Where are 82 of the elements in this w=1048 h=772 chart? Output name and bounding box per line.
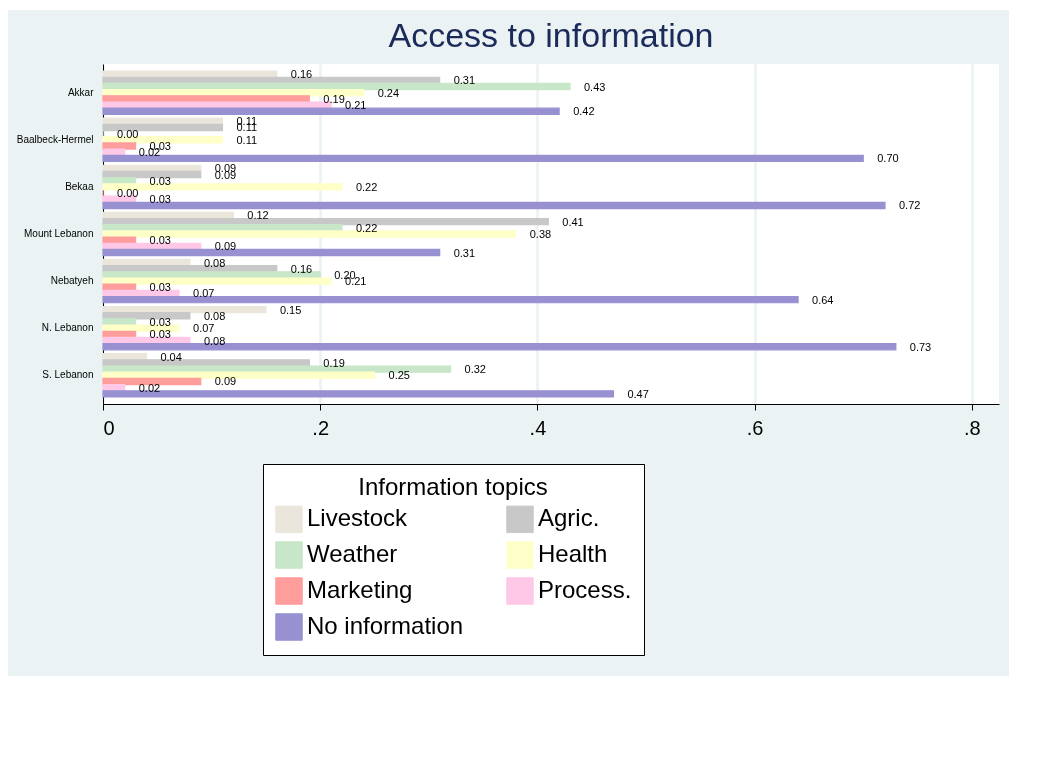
data-label: 0.03 bbox=[149, 193, 171, 206]
legend-label: No information bbox=[307, 612, 464, 639]
data-label: 0.19 bbox=[323, 356, 345, 369]
legend-label: Process. bbox=[538, 576, 632, 603]
data-label: 0.02 bbox=[138, 381, 161, 394]
bar bbox=[102, 154, 864, 163]
x-tick-label: .8 bbox=[964, 416, 981, 439]
legend-label: Marketing bbox=[307, 576, 413, 603]
data-label: 0.09 bbox=[214, 375, 237, 388]
legend-title: Information topics bbox=[358, 473, 548, 500]
data-label: 0.22 bbox=[355, 221, 378, 234]
data-label: 0.03 bbox=[149, 174, 171, 187]
data-label: 0.08 bbox=[203, 334, 226, 347]
data-label: 0.15 bbox=[279, 303, 302, 316]
data-label: 0.43 bbox=[584, 80, 606, 93]
bar bbox=[102, 107, 560, 115]
data-label: 0.07 bbox=[193, 322, 215, 335]
data-label: 0.47 bbox=[627, 387, 649, 400]
data-label: 0.42 bbox=[573, 105, 595, 118]
data-label: 0.00 bbox=[117, 187, 139, 200]
data-label: 0.64 bbox=[812, 293, 834, 306]
data-label: 0.11 bbox=[236, 133, 258, 146]
bar bbox=[102, 70, 278, 78]
data-label: 0.38 bbox=[529, 228, 552, 240]
data-label: 0.32 bbox=[464, 363, 486, 376]
y-tick-label: Mount Lebanon bbox=[23, 228, 94, 239]
bar bbox=[102, 377, 202, 386]
bar bbox=[102, 390, 615, 398]
data-label: 0.04 bbox=[160, 350, 182, 363]
y-tick-label: Nebatyeh bbox=[50, 275, 94, 287]
data-label: 0.09 bbox=[214, 240, 237, 253]
legend-label: Weather bbox=[307, 540, 398, 567]
bar bbox=[102, 230, 517, 238]
x-tick-label: 0 bbox=[103, 416, 115, 439]
bar bbox=[102, 248, 441, 257]
data-label: 0.00 bbox=[117, 127, 139, 140]
bar bbox=[102, 183, 343, 191]
bar bbox=[102, 142, 137, 150]
data-label: 0.72 bbox=[898, 199, 921, 212]
bar bbox=[102, 312, 191, 320]
legend-label: Agric. bbox=[538, 504, 600, 532]
data-label: 0.41 bbox=[562, 215, 584, 228]
bar bbox=[102, 148, 126, 156]
y-tick-label: Akkar bbox=[67, 86, 95, 98]
y-tick-label: N. Lebanon bbox=[41, 322, 94, 334]
y-tick-label: S. Lebanon bbox=[42, 369, 94, 381]
x-tick-label: .4 bbox=[529, 416, 547, 439]
data-label: 0.12 bbox=[247, 209, 269, 222]
data-label: 0.03 bbox=[149, 281, 171, 294]
data-label: 0.22 bbox=[355, 180, 378, 193]
bar bbox=[102, 201, 886, 210]
x-tick-label: .6 bbox=[746, 416, 764, 439]
data-label: 0.19 bbox=[323, 92, 345, 105]
bar bbox=[102, 295, 799, 304]
legend-label: Health bbox=[538, 540, 608, 567]
y-tick-label: Baalbeck-Hermel bbox=[16, 133, 94, 145]
chart-title: Access to information bbox=[388, 16, 714, 54]
data-label: 0.24 bbox=[377, 86, 400, 99]
bar bbox=[102, 136, 224, 144]
y-tick-label: Bekaa bbox=[65, 180, 94, 192]
data-label: 0.08 bbox=[203, 256, 226, 269]
bar bbox=[102, 123, 224, 132]
bar bbox=[102, 343, 897, 351]
data-label: 0.16 bbox=[290, 68, 313, 81]
bar bbox=[102, 365, 452, 373]
data-label: 0.03 bbox=[149, 315, 171, 328]
data-label: 0.21 bbox=[345, 99, 367, 112]
data-label: 0.16 bbox=[290, 262, 313, 275]
data-label: 0.03 bbox=[149, 234, 171, 247]
bar bbox=[102, 277, 332, 285]
x-tick-label: .2 bbox=[312, 416, 330, 439]
data-label: 0.07 bbox=[193, 287, 215, 300]
data-label: 0.08 bbox=[203, 309, 226, 322]
data-label: 0.31 bbox=[453, 74, 476, 87]
data-label: 0.31 bbox=[453, 246, 476, 259]
bar bbox=[102, 236, 137, 244]
bar bbox=[102, 324, 180, 332]
data-label: 0.03 bbox=[149, 328, 171, 341]
data-label: 0.73 bbox=[909, 340, 932, 353]
data-label: 0.25 bbox=[388, 369, 410, 382]
data-label: 0.70 bbox=[877, 152, 899, 165]
legend-label: Livestock bbox=[307, 504, 409, 532]
